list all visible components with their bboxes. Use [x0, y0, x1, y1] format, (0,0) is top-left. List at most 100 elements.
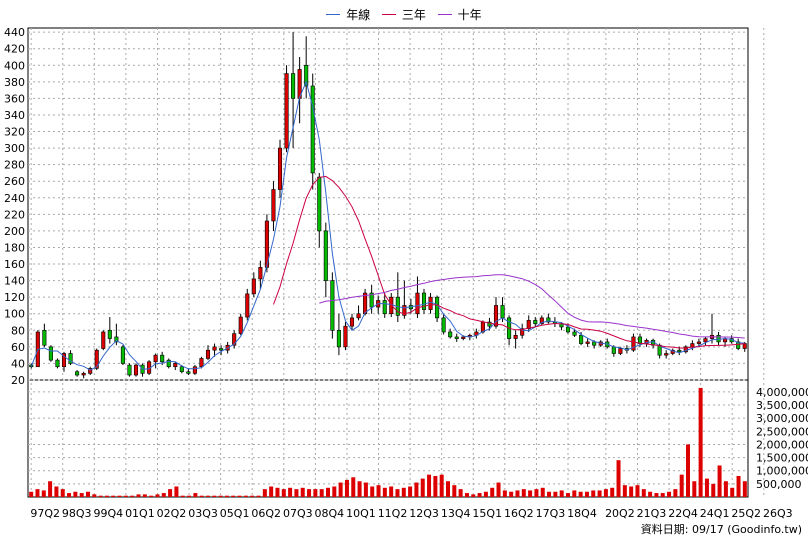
- candle-body: [435, 296, 440, 319]
- x-tick-label: 05Q1: [220, 507, 250, 520]
- volume-bar: [578, 491, 583, 497]
- price-tick-label: 100: [4, 308, 25, 321]
- volume-bar: [534, 489, 539, 497]
- candle-body: [441, 317, 446, 333]
- volume-bar: [603, 489, 608, 497]
- x-tick-label: 11Q2: [378, 507, 408, 520]
- volume-bar: [357, 481, 362, 497]
- candle-body: [356, 313, 361, 319]
- volume-bar: [464, 493, 469, 497]
- candle-body: [533, 320, 538, 324]
- candle-body: [166, 359, 171, 368]
- volume-bar: [723, 481, 728, 497]
- chart-legend: 年線 三年 十年: [0, 6, 808, 23]
- price-tick-label: 380: [4, 76, 25, 89]
- volume-bar: [180, 495, 185, 497]
- candle-body: [454, 336, 459, 339]
- volume-tick-label: 3,000,000: [756, 412, 808, 425]
- volume-bar: [553, 491, 558, 497]
- volume-bar: [679, 474, 684, 497]
- volume-bar: [704, 478, 709, 497]
- candle-body: [690, 343, 695, 348]
- candle-body: [179, 366, 184, 373]
- volume-bar: [692, 481, 697, 497]
- volume-bar: [187, 495, 192, 497]
- x-tick-label: 07Q3: [283, 507, 313, 520]
- data-date-text: 資料日期: 09/17 (Goodinfo.tw): [640, 523, 802, 536]
- volume-bar: [496, 482, 501, 497]
- x-tick-label: 99Q4: [93, 507, 123, 520]
- price-tick-label: 80: [11, 324, 25, 337]
- candle-body: [421, 292, 427, 310]
- volume-bar: [117, 495, 122, 497]
- volume-bar: [635, 485, 640, 497]
- x-tick-label: 06Q2: [251, 507, 281, 520]
- data-date-footer: 資料日期: 09/17 (Goodinfo.tw): [641, 521, 802, 537]
- price-tick-label: 140: [4, 275, 25, 288]
- candle-body: [611, 346, 616, 354]
- x-tick-label: 17Q3: [536, 507, 566, 520]
- candle-body: [88, 368, 93, 374]
- volume-bar: [547, 491, 552, 497]
- volume-bar: [446, 481, 450, 497]
- price-tick-label: 220: [4, 208, 25, 221]
- volume-bar: [597, 490, 602, 497]
- candle-body: [349, 317, 355, 327]
- volume-bar: [206, 495, 210, 497]
- volume-bar: [686, 444, 690, 497]
- volume-bar: [389, 486, 394, 497]
- volume-bar: [717, 465, 722, 497]
- volume-bar: [742, 481, 747, 497]
- volume-bar: [161, 493, 166, 497]
- candle-body: [323, 230, 328, 281]
- volume-bar: [572, 490, 577, 497]
- volume-bar: [344, 479, 349, 497]
- candle-body: [127, 364, 132, 376]
- volume-bar: [667, 491, 672, 497]
- volume-bar: [168, 489, 173, 497]
- x-tick-label: 20Q2: [605, 507, 635, 520]
- x-tick-label: 24Q1: [700, 507, 730, 520]
- x-tick-label: 01Q1: [125, 507, 155, 520]
- candle-body: [493, 305, 499, 327]
- candle-body: [81, 373, 86, 376]
- candle-body: [696, 341, 701, 344]
- volume-bar: [509, 491, 514, 497]
- volume-bar: [401, 487, 406, 497]
- candle-body: [304, 64, 309, 87]
- volume-bar: [275, 487, 280, 497]
- price-tick-label: 420: [4, 43, 25, 56]
- volume-tick-label: 1,000,000: [756, 465, 808, 478]
- candle-body: [212, 346, 217, 351]
- volume-bar: [471, 494, 476, 497]
- volume-bar: [351, 477, 356, 497]
- candle-body: [317, 176, 322, 232]
- candle-body: [199, 358, 204, 368]
- candle-body: [592, 341, 597, 346]
- volume-bar: [300, 487, 305, 497]
- candle-body: [133, 364, 139, 376]
- candle-body: [238, 316, 243, 334]
- candle-body: [48, 346, 53, 361]
- volume-bar: [41, 490, 46, 497]
- volume-bar: [433, 475, 438, 497]
- price-tick-label: 400: [4, 59, 25, 72]
- volume-bar: [370, 486, 375, 497]
- volume-bar: [515, 490, 520, 497]
- candle-body: [277, 147, 283, 190]
- volume-bar: [452, 485, 457, 497]
- volume-bar: [237, 495, 242, 497]
- candle-body: [546, 317, 551, 323]
- volume-tick-label: 4,000,000: [756, 386, 808, 399]
- candle-body: [330, 280, 335, 331]
- legend-label-annual: 年線: [346, 8, 371, 22]
- volume-bar: [174, 486, 179, 497]
- x-tick-label: 13Q4: [441, 507, 471, 520]
- candle-body: [618, 348, 623, 354]
- price-tick-label: 120: [4, 291, 25, 304]
- volume-bar: [559, 490, 564, 497]
- candle-body: [42, 330, 47, 346]
- price-tick-label: 260: [4, 175, 25, 188]
- candle-body: [565, 326, 571, 333]
